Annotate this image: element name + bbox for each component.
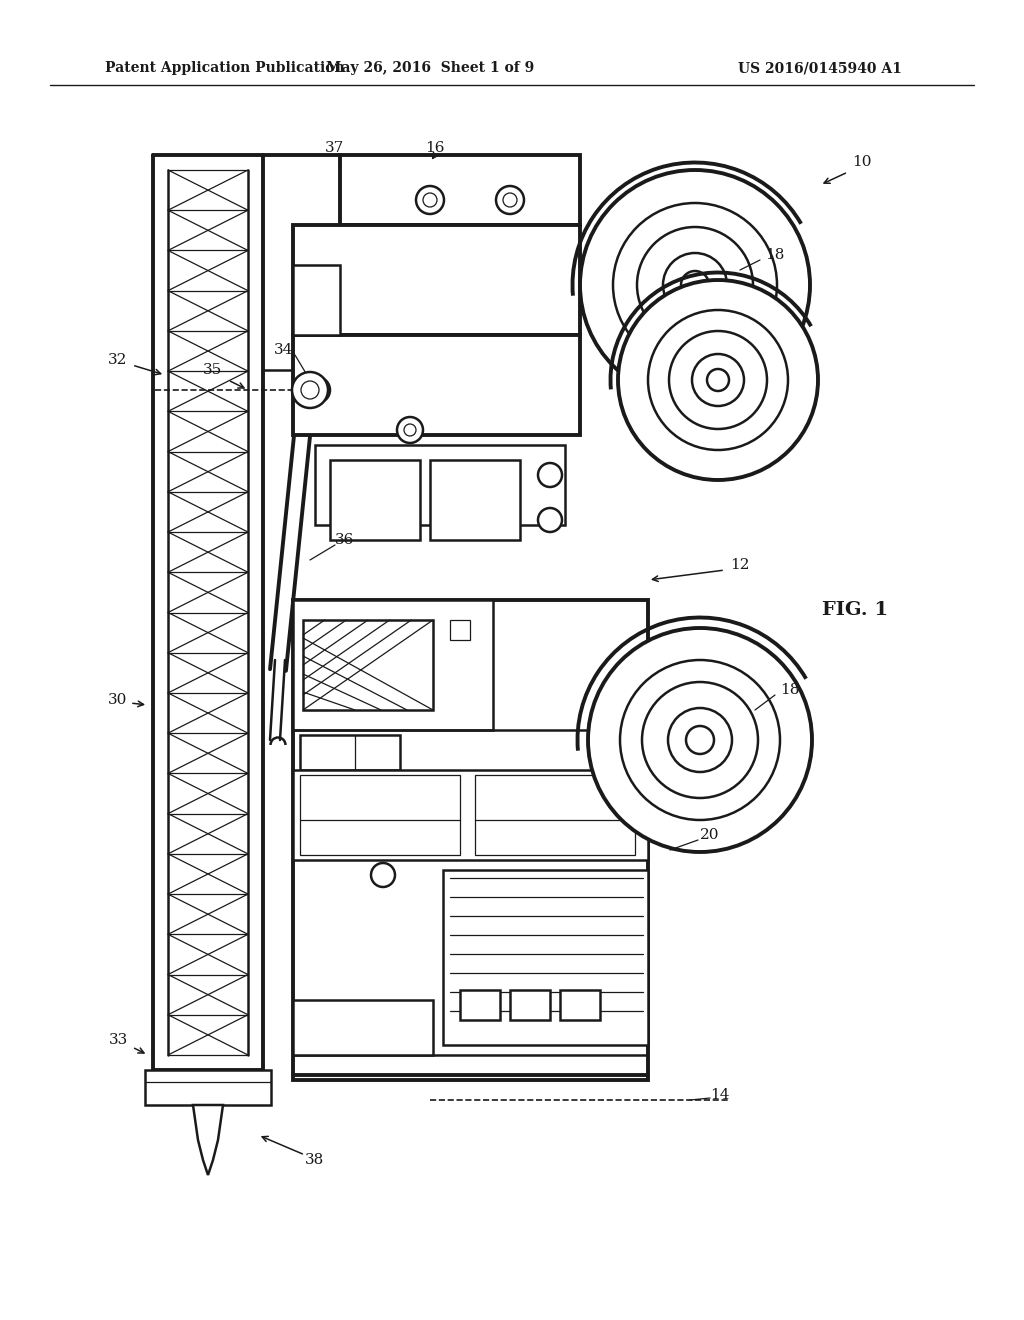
Bar bbox=[293, 770, 648, 861]
Text: 20: 20 bbox=[700, 828, 720, 842]
Bar bbox=[300, 775, 460, 855]
Bar bbox=[293, 1001, 433, 1055]
Circle shape bbox=[311, 384, 323, 396]
Text: 12: 12 bbox=[730, 558, 750, 572]
Text: 34: 34 bbox=[273, 343, 293, 356]
Circle shape bbox=[663, 253, 727, 317]
Bar bbox=[460, 990, 500, 1020]
Text: May 26, 2016  Sheet 1 of 9: May 26, 2016 Sheet 1 of 9 bbox=[326, 61, 535, 75]
Bar bbox=[300, 735, 400, 770]
Bar bbox=[510, 990, 550, 1020]
Circle shape bbox=[397, 417, 423, 444]
Bar bbox=[443, 870, 648, 1045]
Circle shape bbox=[416, 186, 444, 214]
Circle shape bbox=[538, 508, 562, 532]
Circle shape bbox=[588, 628, 812, 851]
Bar bbox=[560, 990, 600, 1020]
Circle shape bbox=[686, 726, 714, 754]
Text: 14: 14 bbox=[711, 1088, 730, 1102]
Circle shape bbox=[648, 310, 788, 450]
Polygon shape bbox=[193, 1105, 223, 1175]
Text: 18: 18 bbox=[765, 248, 784, 261]
Text: Patent Application Publication: Patent Application Publication bbox=[105, 61, 345, 75]
Circle shape bbox=[707, 370, 729, 391]
Circle shape bbox=[404, 424, 416, 436]
Text: 18: 18 bbox=[780, 682, 800, 697]
Circle shape bbox=[620, 660, 780, 820]
Bar bbox=[450, 620, 470, 640]
Text: 37: 37 bbox=[326, 141, 345, 154]
Text: 30: 30 bbox=[109, 693, 128, 708]
Text: 38: 38 bbox=[305, 1152, 325, 1167]
Bar bbox=[303, 620, 433, 710]
Circle shape bbox=[301, 381, 319, 399]
Text: 10: 10 bbox=[852, 154, 871, 169]
Circle shape bbox=[580, 170, 810, 400]
Circle shape bbox=[692, 354, 744, 407]
Bar bbox=[145, 1071, 271, 1105]
Circle shape bbox=[642, 682, 758, 799]
Text: 35: 35 bbox=[204, 363, 222, 378]
Bar bbox=[475, 775, 635, 855]
Text: 32: 32 bbox=[109, 352, 128, 367]
Circle shape bbox=[496, 186, 524, 214]
Bar bbox=[315, 445, 565, 525]
Bar bbox=[293, 224, 580, 335]
Circle shape bbox=[423, 193, 437, 207]
Text: 16: 16 bbox=[425, 141, 444, 154]
Circle shape bbox=[637, 227, 753, 343]
Text: 33: 33 bbox=[109, 1034, 128, 1047]
Bar bbox=[293, 265, 340, 335]
Bar bbox=[293, 335, 580, 436]
Bar bbox=[330, 459, 420, 540]
Circle shape bbox=[538, 463, 562, 487]
Circle shape bbox=[371, 863, 395, 887]
Bar bbox=[293, 601, 648, 1080]
Circle shape bbox=[292, 372, 328, 408]
Text: FIG. 1: FIG. 1 bbox=[822, 601, 888, 619]
Bar bbox=[430, 459, 520, 540]
Circle shape bbox=[618, 280, 818, 480]
Circle shape bbox=[669, 331, 767, 429]
Circle shape bbox=[503, 193, 517, 207]
Bar bbox=[340, 154, 580, 224]
Text: US 2016/0145940 A1: US 2016/0145940 A1 bbox=[738, 61, 902, 75]
Text: 36: 36 bbox=[335, 533, 354, 546]
Circle shape bbox=[613, 203, 777, 367]
Circle shape bbox=[304, 378, 330, 403]
Circle shape bbox=[668, 708, 732, 772]
Bar bbox=[293, 601, 493, 730]
Circle shape bbox=[681, 271, 709, 300]
